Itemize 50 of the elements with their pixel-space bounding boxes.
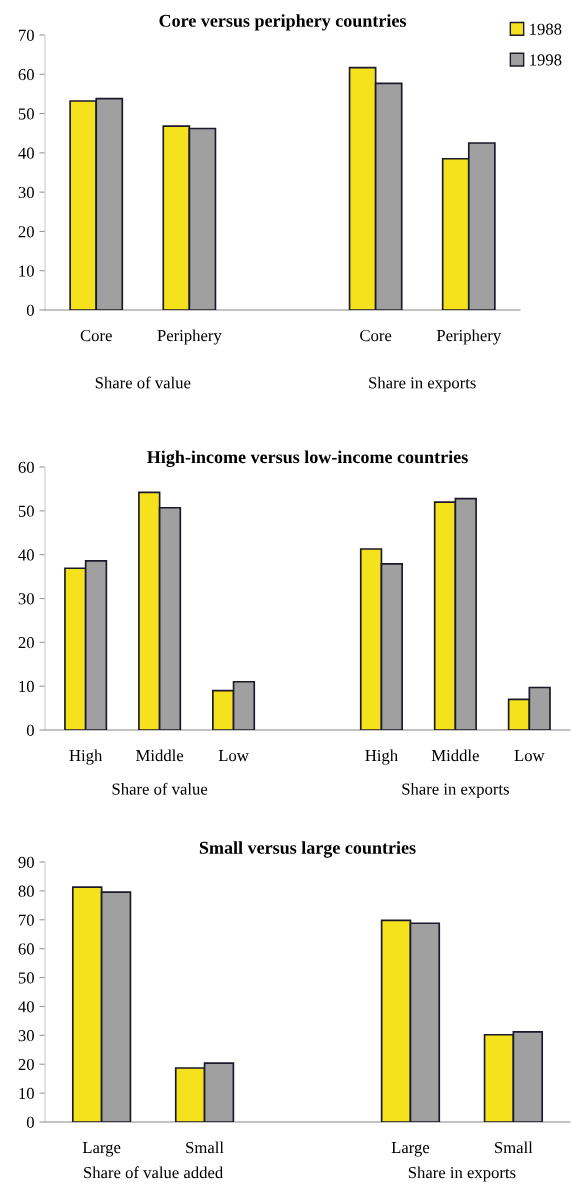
y-tick-label: 90	[18, 856, 34, 868]
y-tick-label: 40	[18, 1001, 34, 1013]
x-tick-label: Middle	[136, 749, 184, 762]
legend-label: 1998	[530, 54, 562, 66]
y-tick-label: 0	[26, 304, 34, 316]
y-tick-label: 0	[26, 724, 34, 736]
y-tick-label: 50	[18, 505, 34, 517]
x-tick-label: Periphery	[436, 329, 502, 345]
chart-title: High-income versus low-income countries	[147, 450, 468, 467]
y-tick-label: 10	[19, 1087, 34, 1100]
y-tick-label: 60	[18, 68, 34, 81]
x-tick-label: Core	[360, 329, 392, 342]
y-tick-label: 0	[26, 1116, 34, 1128]
x-tick-label: Periphery	[157, 329, 222, 345]
x-tick-label: Small	[495, 1141, 533, 1154]
y-tick-label: 30	[18, 1030, 34, 1042]
text: Share in exports	[402, 782, 509, 799]
y-tick-label: 50	[18, 972, 34, 984]
x-tick-label: Large	[391, 1142, 430, 1157]
chart-title: Small versus large countries	[199, 841, 416, 858]
text: Share in exports	[369, 376, 476, 392]
chart-title: Core versus periphery countries	[159, 14, 407, 31]
y-tick-label: 30	[18, 593, 34, 605]
y-tick-label: 20	[18, 1058, 34, 1071]
y-tick-label: 70	[19, 29, 34, 41]
text: Share of value	[95, 376, 191, 389]
y-tick-label: 80	[18, 885, 34, 897]
y-tick-label: 60	[18, 461, 34, 473]
x-tick-label: High	[365, 749, 398, 765]
y-tick-label: 20	[18, 637, 34, 649]
y-tick-label: 20	[18, 226, 34, 238]
text: Share of value added	[84, 1166, 223, 1179]
y-tick-label: 40	[18, 147, 34, 159]
y-tick-label: 50	[18, 108, 34, 120]
y-tick-label: 10	[19, 680, 34, 693]
y-tick-label: 30	[18, 186, 34, 199]
x-tick-label: Low	[218, 750, 249, 762]
x-tick-label: High	[69, 749, 103, 765]
x-tick-label: Low	[514, 750, 545, 762]
y-tick-label: 70	[19, 914, 34, 926]
y-tick-label: 60	[18, 943, 34, 955]
x-tick-label: Core	[80, 329, 112, 342]
text: Share in exports	[408, 1166, 516, 1182]
text: Share of value	[112, 782, 208, 795]
y-tick-label: 40	[18, 549, 34, 561]
y-tick-label: 10	[19, 265, 34, 277]
x-tick-label: Large	[82, 1142, 121, 1157]
x-tick-label: Small	[186, 1141, 224, 1154]
legend-label: 1988	[530, 23, 562, 35]
x-tick-label: Middle	[431, 749, 479, 762]
